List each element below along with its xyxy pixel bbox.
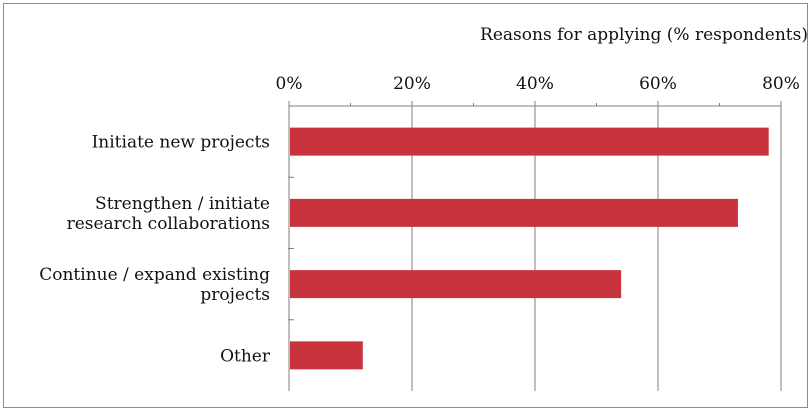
category-label: Strengthen / initiate research collaborat… — [67, 194, 270, 234]
bar — [290, 270, 622, 299]
axes — [288, 101, 782, 391]
x-tick-labels: 0% 20% 40% 60% 80% — [276, 74, 800, 94]
category-label: Continue / expand existing projects — [39, 265, 270, 305]
bar — [290, 341, 363, 370]
x-tick-label: 40% — [516, 74, 554, 94]
chart-title: Reasons for applying (% respondents) — [480, 25, 808, 45]
bar — [290, 127, 769, 156]
bar — [290, 198, 738, 227]
category-label: Initiate new projects — [92, 133, 270, 153]
x-tick-label: 80% — [762, 74, 800, 94]
category-labels: Initiate new projects Strengthen / initia… — [39, 133, 271, 367]
x-tick-label: 60% — [639, 74, 677, 94]
x-tick-label: 0% — [276, 74, 303, 94]
x-tick-label: 20% — [393, 74, 431, 94]
bars — [290, 127, 769, 370]
category-label: Other — [220, 346, 271, 366]
